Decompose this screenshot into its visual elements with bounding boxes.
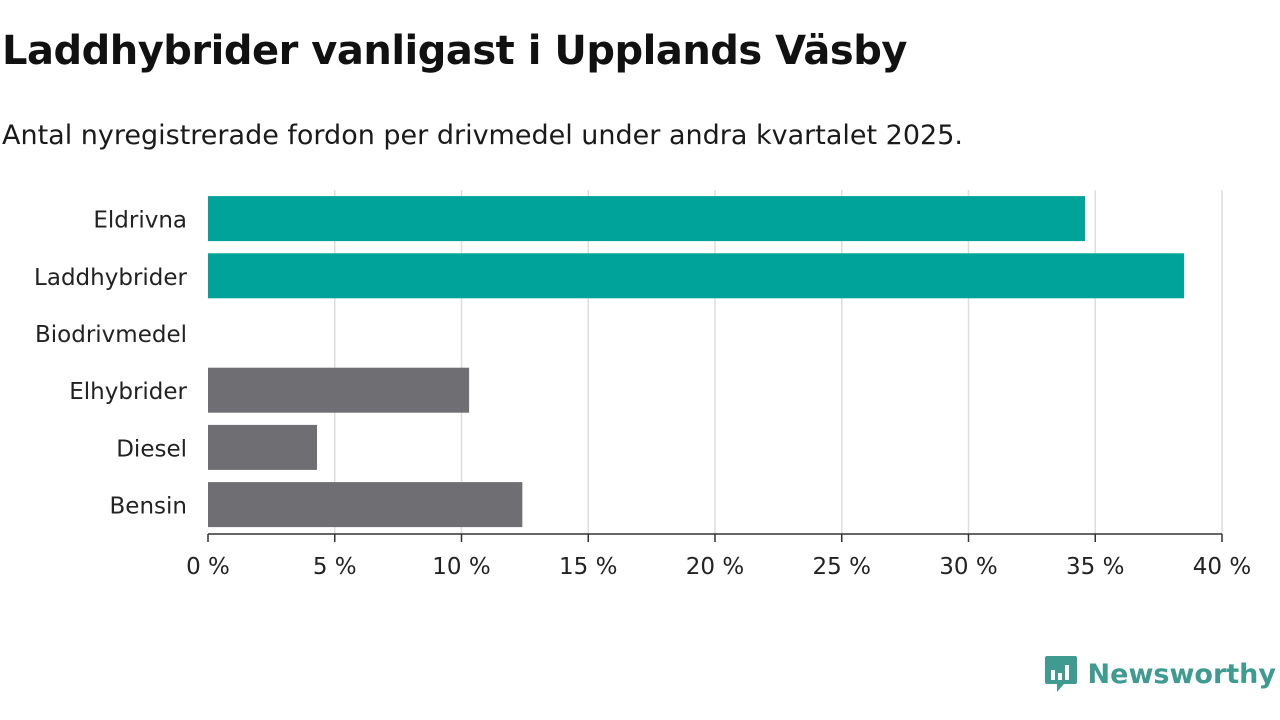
category-label: Diesel: [116, 436, 187, 462]
category-label: Eldrivna: [93, 208, 187, 234]
x-tick-label: 5 %: [313, 554, 357, 580]
x-tick-label: 0 %: [186, 554, 230, 580]
x-tick-label: 25 %: [813, 554, 871, 580]
bar-elhybrider: [208, 367, 470, 413]
x-tick-label: 30 %: [939, 554, 997, 580]
category-label: Laddhybrider: [34, 265, 187, 291]
brand-logo: Newsworthy: [1044, 654, 1276, 694]
bar-diesel: [208, 424, 318, 470]
bar-bensin: [208, 482, 523, 528]
x-tick-label: 35 %: [1066, 554, 1124, 580]
chart-subtitle: Antal nyregistrerade fordon per drivmede…: [2, 120, 963, 151]
bar-chart: Eldrivna Laddhybrider Biodrivmedel Elhybrid…: [34, 190, 1251, 580]
x-tick-label: 20 %: [686, 554, 744, 580]
category-label: Elhybrider: [69, 379, 187, 405]
category-label: Bensin: [110, 494, 187, 520]
bar-eldrivna: [208, 196, 1086, 242]
newsworthy-logo-icon: [1044, 656, 1077, 692]
chart-title: Laddhybrider vanligast i Upplands Väsby: [2, 28, 907, 74]
x-tick-label: 10 %: [432, 554, 490, 580]
brand-name: Newsworthy: [1087, 658, 1276, 690]
category-label: Biodrivmedel: [35, 322, 187, 348]
x-tick-label: 40 %: [1193, 554, 1251, 580]
bar-laddhybrider: [208, 253, 1184, 299]
x-tick-label: 15 %: [559, 554, 617, 580]
